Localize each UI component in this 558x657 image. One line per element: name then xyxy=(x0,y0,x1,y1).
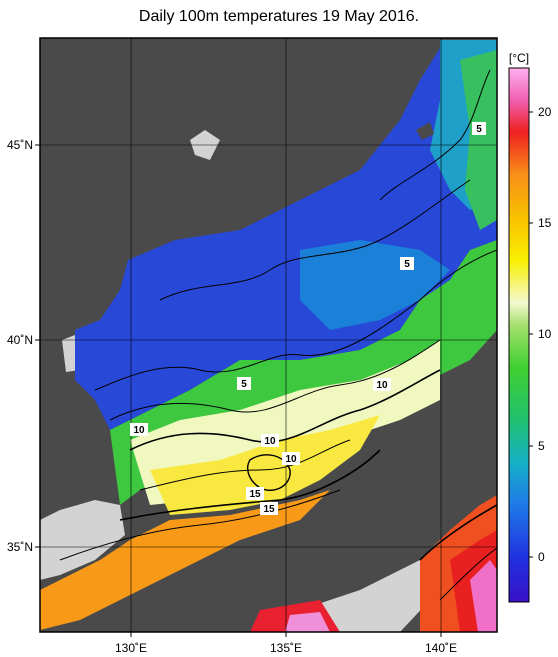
contour-label: 5 xyxy=(476,124,482,135)
contour-label: 10 xyxy=(264,436,276,447)
contour-label: 10 xyxy=(285,454,297,465)
contour-labels: 5 5 5 10 10 10 10 15 15 xyxy=(130,122,486,515)
contour-label: 10 xyxy=(376,380,388,391)
graticule xyxy=(40,38,497,632)
no-data-area xyxy=(300,540,440,632)
map-body xyxy=(40,38,497,632)
contour-label: 5 xyxy=(241,379,247,390)
contour-label: 15 xyxy=(263,504,275,515)
colorbar-tick-label: 20 xyxy=(538,105,552,119)
lat-tick-label: 40˚N xyxy=(7,333,33,347)
hottest-water-region xyxy=(285,612,330,632)
colorbar-tick-label: 5 xyxy=(538,439,545,453)
colorbar-unit: [°C] xyxy=(509,51,529,65)
lon-tick-label: 140˚E xyxy=(425,641,457,655)
lat-tick-label: 35˚N xyxy=(7,540,33,554)
colorbar: [°C] 20 15 10 5 0 xyxy=(508,51,552,603)
lon-tick-label: 135˚E xyxy=(270,641,302,655)
contour-label: 10 xyxy=(133,425,145,436)
colorbar-tick-label: 15 xyxy=(538,216,552,230)
contour-lines xyxy=(59,69,497,601)
map-title: Daily 100m temperatures 19 May 2016. xyxy=(138,8,420,25)
colorbar-tick-label: 0 xyxy=(538,550,545,564)
lat-tick-label: 45˚N xyxy=(7,138,33,152)
lon-tick-label: 130˚E xyxy=(115,641,147,655)
warm-water-region xyxy=(40,490,330,630)
colorbar-scale xyxy=(508,67,530,603)
yellow-water-region xyxy=(150,415,380,515)
axis-ticks xyxy=(35,144,442,637)
hottest-water-region xyxy=(470,560,497,632)
contour-label: 15 xyxy=(249,489,261,500)
contour-label: 5 xyxy=(404,259,410,270)
island xyxy=(416,122,434,140)
map-frame xyxy=(39,37,498,633)
green-water-region xyxy=(460,50,497,230)
colorbar-tick-label: 10 xyxy=(538,327,552,341)
